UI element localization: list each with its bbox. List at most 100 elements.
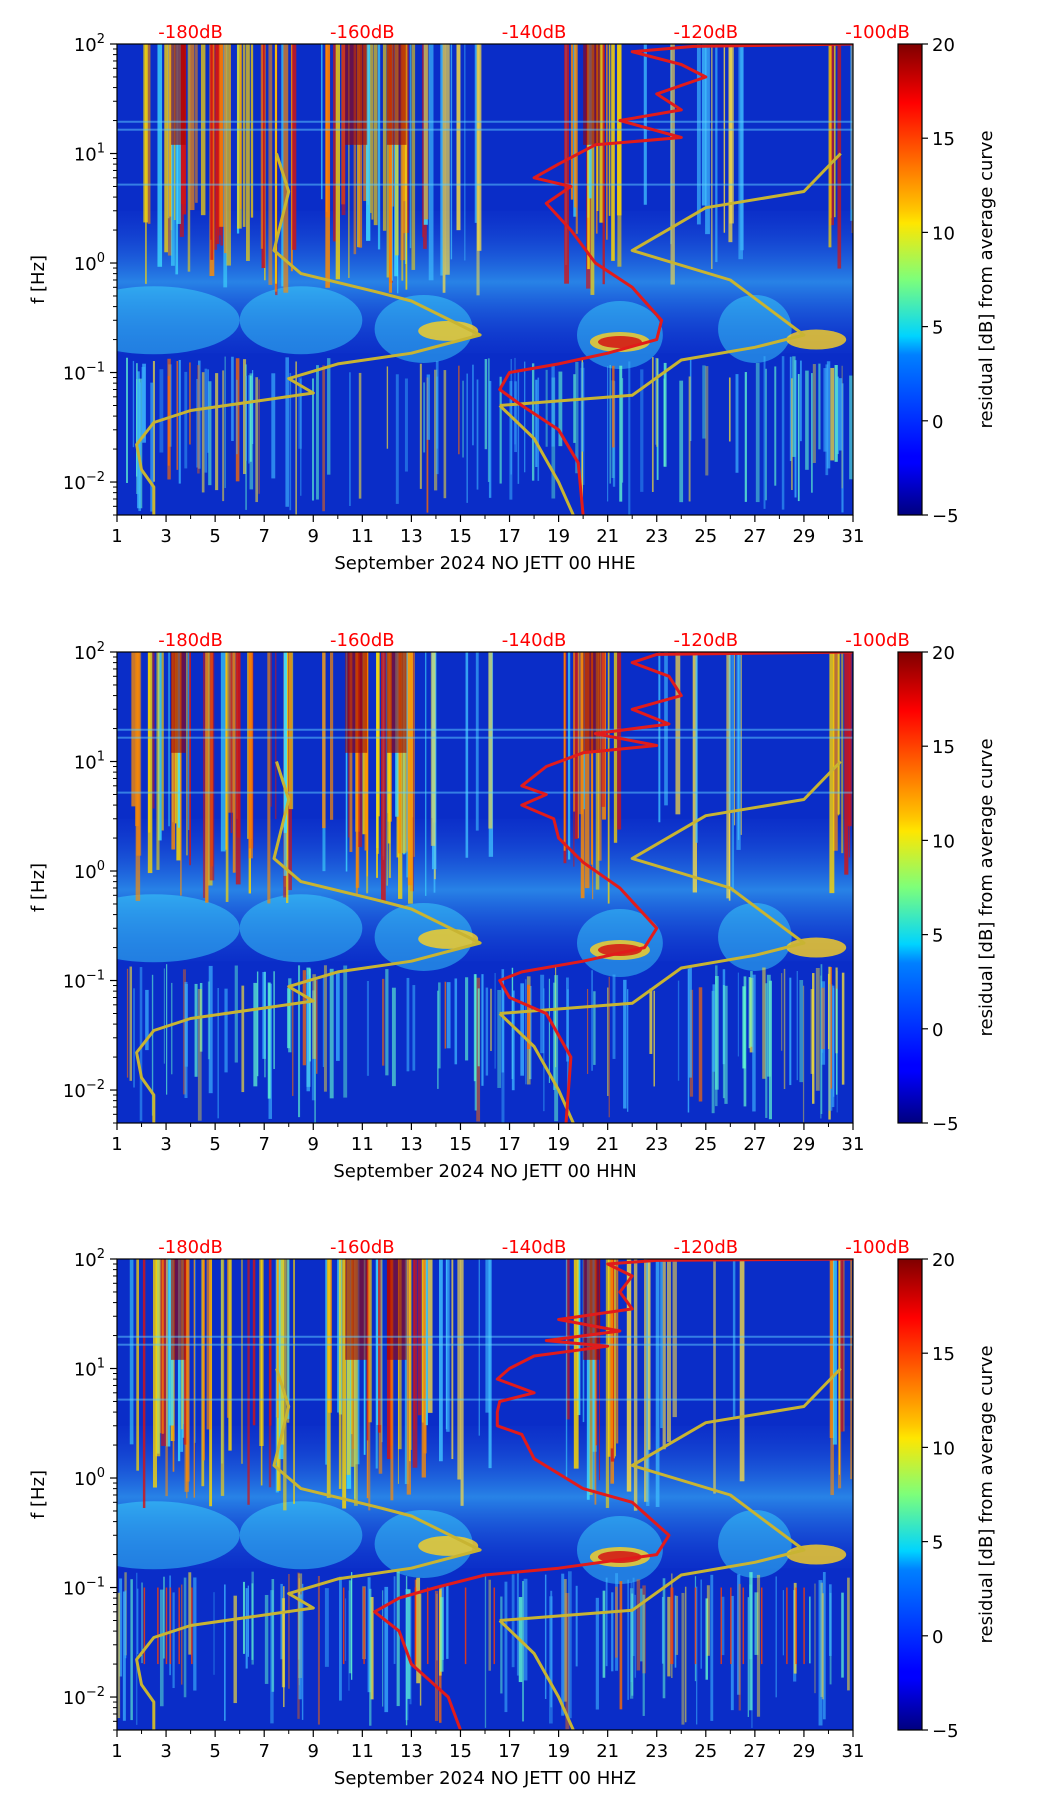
heatmap-streak [827,973,830,1050]
heatmap-column [660,1259,663,1429]
heatmap-streak [789,356,792,462]
heatmap-streak [626,989,629,1112]
heatmap-column [292,44,297,250]
heatmap-column [277,1259,279,1418]
heatmap-streak [630,1581,633,1683]
x-axis-label: September 2024 NO JETT 00 HHN [333,1161,636,1182]
colorbar-tick-label: 5 [932,318,943,339]
heatmap-streak [607,366,609,502]
heatmap-streak [728,377,731,442]
heatmap-column [670,44,675,285]
heatmap-spike [720,1587,723,1665]
heatmap-streak [454,978,458,1065]
heatmap-streak [828,1584,832,1656]
heatmap-streak [627,1579,629,1700]
y-tick-label: 10−2 [63,470,105,494]
heatmap-column [225,652,229,902]
x-tick-label: 19 [547,526,570,547]
heatmap-column [655,1259,660,1507]
heatmap-column [252,1259,256,1426]
heatmap-streak [524,361,526,473]
heatmap-streak [235,358,240,482]
heatmap-column [456,44,461,231]
noise-model-curve [499,1367,842,1622]
heatmap-streak [642,1594,645,1716]
heatmap-streak [494,972,496,1069]
heatmap-streak [649,988,653,1054]
heatmap-column [574,652,578,839]
x-tick-label: 1 [111,1134,122,1155]
heatmap-streak [289,373,292,511]
heatmap-column [281,44,284,287]
heatmap-streak [458,365,460,455]
heatmap-line [117,120,853,123]
heatmap-streak [490,988,492,1052]
heatmap-line [117,791,853,794]
heatmap-column [354,1259,358,1506]
heatmap-blob [239,894,363,963]
heatmap-streak [204,368,208,473]
heatmap-blob [239,286,363,355]
heatmap-streak [349,372,351,506]
heatmap-streak [309,968,311,1062]
heatmap-streak [324,1588,329,1667]
heatmap-streak [171,982,173,1075]
y-tick-exponent: −1 [86,361,105,376]
heatmap-streak [271,373,276,479]
x-tick-label: 15 [449,1134,472,1155]
heatmap-column [136,652,142,856]
x-tick-label: 11 [351,1134,374,1155]
heatmap-streak [253,982,258,1087]
heatmap-streak [619,365,623,502]
heatmap-streak [335,971,340,1061]
heatmap-streak [537,377,540,481]
colorbar: 20 15 10 5 0 −5 residual [dB] from average cur… [897,1250,997,1742]
heatmap-streak [636,1579,641,1671]
x-tick-label: 21 [596,1741,619,1762]
heatmap-streak [793,1582,797,1674]
heatmap-column [646,1259,650,1506]
heatmap-streak [189,362,191,445]
heatmap-column [643,44,647,205]
heatmap-column [574,44,577,208]
heatmap-streak [749,1572,753,1711]
heatmap-streak [436,376,439,449]
heatmap-streak [554,975,559,1122]
heatmap-spike [165,1587,168,1665]
heatmap-column [406,44,409,233]
heatmap-column [828,44,832,248]
heatmap-streak [132,360,135,448]
heatmap-column [202,1259,205,1461]
heatmap-spike [169,1587,172,1665]
y-tick-label: 102 [74,640,105,664]
heatmap-column [260,44,264,249]
heatmap-streak [809,1596,811,1664]
y-tick-base: 10 [74,1250,97,1271]
heatmap-streak [477,988,480,1067]
heatmap-streak [236,379,238,455]
heatmap-column [740,652,742,835]
heatmap-column [602,44,605,285]
heatmap-streak [488,1579,491,1671]
heatmap-streak [551,363,555,447]
heatmap-core [345,44,368,145]
heatmap-column [564,44,569,284]
heatmap-column [592,652,594,900]
heatmap-column [478,1259,480,1436]
heatmap-streak [129,966,133,1081]
heatmap-streak [792,356,796,457]
heatmap-column [424,1259,428,1426]
heatmap-streak [446,1584,449,1659]
heatmap-streak [443,370,447,499]
heatmap-hotspot [786,937,847,958]
x-tick-label: 23 [645,1741,668,1762]
x-tick-label: 31 [842,1741,865,1762]
heatmap-streak [545,369,548,447]
heatmap-streak [314,978,316,1123]
heatmap-column [157,652,162,841]
x-tick-label: 3 [160,526,171,547]
heatmap-streak [782,1590,784,1656]
heatmap-streak [345,1598,347,1661]
heatmap-streak [823,368,827,452]
